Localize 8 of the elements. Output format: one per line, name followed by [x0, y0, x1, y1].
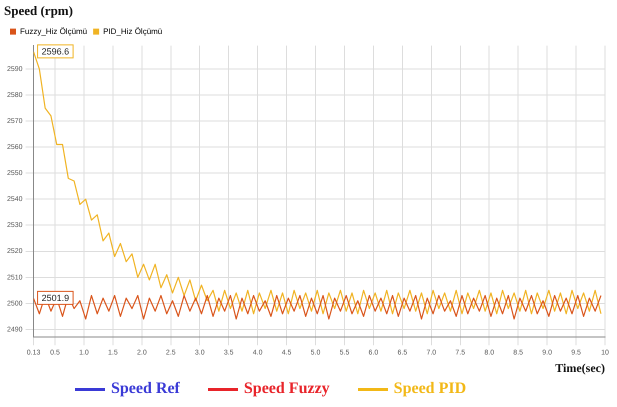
text: Speed Fuzzy	[244, 380, 330, 398]
text: Speed PID	[394, 380, 466, 398]
annotation: 2596.6	[42, 46, 70, 56]
legend-label: Fuzzy_Hiz Ölçümü	[20, 26, 88, 36]
legend-label: PID_Hiz Ölçümü	[103, 26, 162, 36]
text: Speed Ref	[111, 380, 180, 398]
x-axis-title: Time(sec)	[555, 360, 605, 375]
y-axis-title: Speed (rpm)	[4, 3, 73, 18]
